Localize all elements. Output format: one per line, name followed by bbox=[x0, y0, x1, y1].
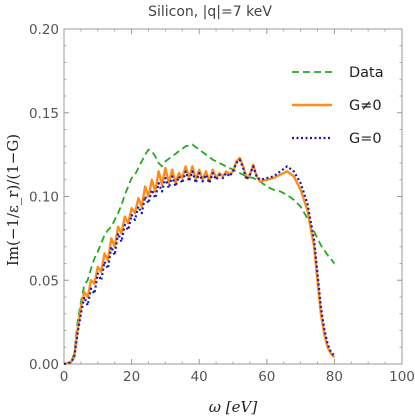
x-tick-label: 40 bbox=[191, 369, 208, 385]
y-tick-label: 0.10 bbox=[29, 190, 59, 206]
x-tick-label: 0 bbox=[60, 369, 69, 385]
series-line-0 bbox=[63, 143, 336, 365]
y-tick-label: 0.15 bbox=[29, 106, 59, 122]
y-tick-label: 0.00 bbox=[29, 357, 59, 373]
legend-label-0: Data bbox=[349, 65, 384, 81]
y-tick-label: 0.05 bbox=[29, 273, 59, 289]
series-line-2 bbox=[63, 158, 336, 366]
y-tick-label: 0.20 bbox=[29, 22, 59, 38]
series-layer bbox=[63, 143, 336, 366]
legend-label-1: G≠0 bbox=[349, 98, 382, 114]
legend-label-2: G=0 bbox=[349, 131, 382, 147]
x-axis-label: ω [eV] bbox=[209, 398, 258, 416]
y-axis-ticks: 0.00 0.05 0.10 0.15 0.20 bbox=[29, 22, 402, 373]
x-axis-ticks: 0 20 40 60 80 100 bbox=[60, 29, 415, 385]
series-line-1 bbox=[63, 156, 336, 366]
chart-title: Silicon, |q|=7 keV bbox=[148, 4, 272, 20]
x-tick-label: 60 bbox=[258, 369, 275, 385]
y-axis-label: Im(−1/ε_r)/(1−G) bbox=[4, 134, 22, 266]
legend: Data G≠0 G=0 bbox=[292, 65, 384, 147]
x-tick-label: 80 bbox=[326, 369, 343, 385]
x-tick-label: 100 bbox=[389, 369, 415, 385]
x-tick-label: 20 bbox=[123, 369, 140, 385]
